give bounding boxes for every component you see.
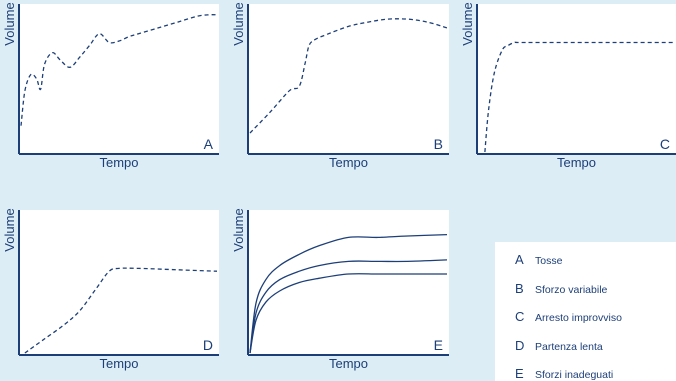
y-axis-title: Volume — [460, 2, 475, 45]
y-axis-title: Volume — [231, 2, 246, 45]
plot-area — [477, 4, 676, 154]
x-axis-title: Tempo — [99, 155, 138, 170]
chart-panel-e: Tempo Volume E — [231, 208, 449, 371]
legend-item-b: B Sforzo variabile — [515, 281, 607, 296]
chart-panel-b: Tempo Volume B — [231, 2, 449, 170]
series-line-3 — [249, 273, 447, 354]
panel-letter: B — [434, 136, 443, 152]
legend-key: E — [515, 366, 524, 381]
panel-letter: C — [660, 136, 670, 152]
chart-panel-d: Tempo Volume D — [2, 208, 219, 371]
legend-item-a: A Tosse — [515, 252, 562, 267]
legend-label: Arresto improvviso — [535, 312, 622, 324]
x-axis-title: Tempo — [99, 356, 138, 371]
panel-letter: D — [203, 337, 213, 353]
panel-letter: E — [434, 337, 443, 353]
legend: A Tosse B Sforzo variabile C Arresto imp… — [495, 242, 676, 381]
legend-label: Sforzo variabile — [535, 284, 608, 296]
series-line-1 — [249, 18, 448, 134]
y-axis-title: Volume — [2, 208, 17, 251]
x-axis-title: Tempo — [557, 155, 596, 170]
x-axis-title: Tempo — [329, 155, 368, 170]
legend-key: C — [515, 309, 525, 324]
series-line-1 — [484, 41, 674, 153]
panel-letter: A — [204, 136, 214, 152]
plot-area — [248, 4, 449, 154]
plot-area — [19, 210, 219, 355]
legend-key: A — [515, 252, 524, 267]
legend-label: Tosse — [535, 255, 563, 267]
series-line-1 — [24, 267, 218, 354]
series-line-2 — [249, 259, 448, 354]
y-axis-title: Volume — [231, 208, 246, 251]
series-line-1 — [249, 233, 448, 354]
legend-item-d: D Partenza lenta — [515, 338, 603, 353]
legend-item-c: C Arresto improvviso — [515, 309, 622, 324]
chart-panel-c: Tempo Volume C — [460, 2, 676, 170]
legend-item-e: E Sforzi inadeguati — [515, 366, 613, 381]
legend-key: B — [515, 281, 524, 296]
y-axis-title: Volume — [2, 2, 17, 45]
plot-area — [19, 4, 219, 154]
series-line-1 — [20, 14, 218, 126]
legend-label: Partenza lenta — [535, 341, 603, 353]
legend-label: Sforzi inadeguati — [535, 369, 614, 381]
x-axis-title: Tempo — [329, 356, 368, 371]
chart-panel-a: Tempo Volume A — [2, 2, 219, 170]
legend-key: D — [515, 338, 525, 353]
plot-area — [248, 210, 449, 355]
